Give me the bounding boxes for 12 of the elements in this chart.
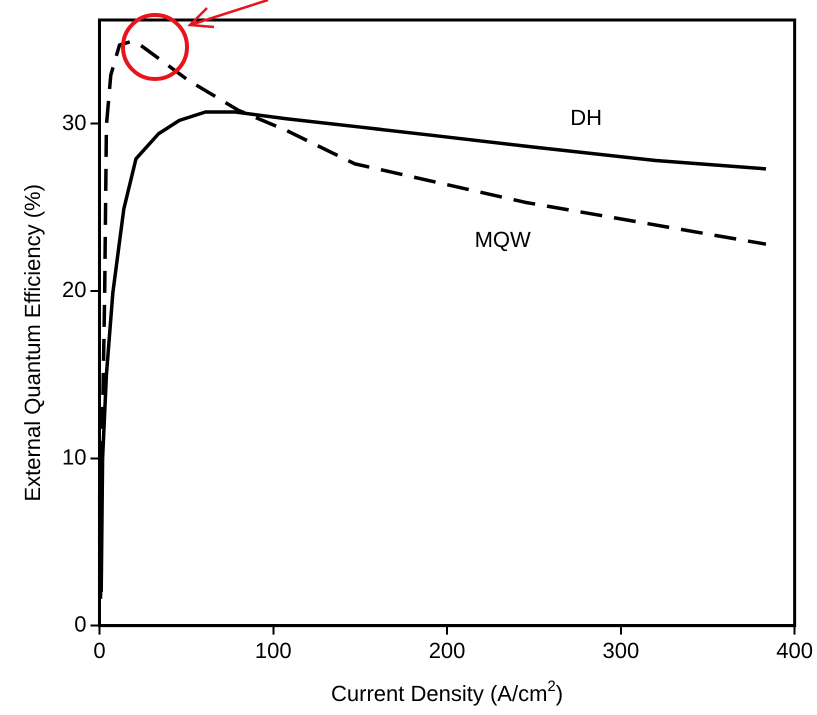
series-label: MQW [474, 227, 532, 252]
y-tick-label: 20 [62, 277, 86, 302]
x-tick-label: 100 [254, 638, 292, 663]
y-tick-label: 30 [62, 110, 86, 135]
x-tick-label: 0 [93, 638, 106, 663]
x-tick-label: 400 [776, 638, 814, 663]
series-label: DH [570, 104, 602, 130]
y-tick-label: 10 [62, 444, 86, 470]
x-tick-label: 300 [602, 638, 640, 663]
y-tick-label: 0 [74, 612, 86, 637]
y-axis-title: External Quantum Efficiency (%) [20, 184, 45, 502]
x-tick-label: 200 [428, 638, 466, 663]
